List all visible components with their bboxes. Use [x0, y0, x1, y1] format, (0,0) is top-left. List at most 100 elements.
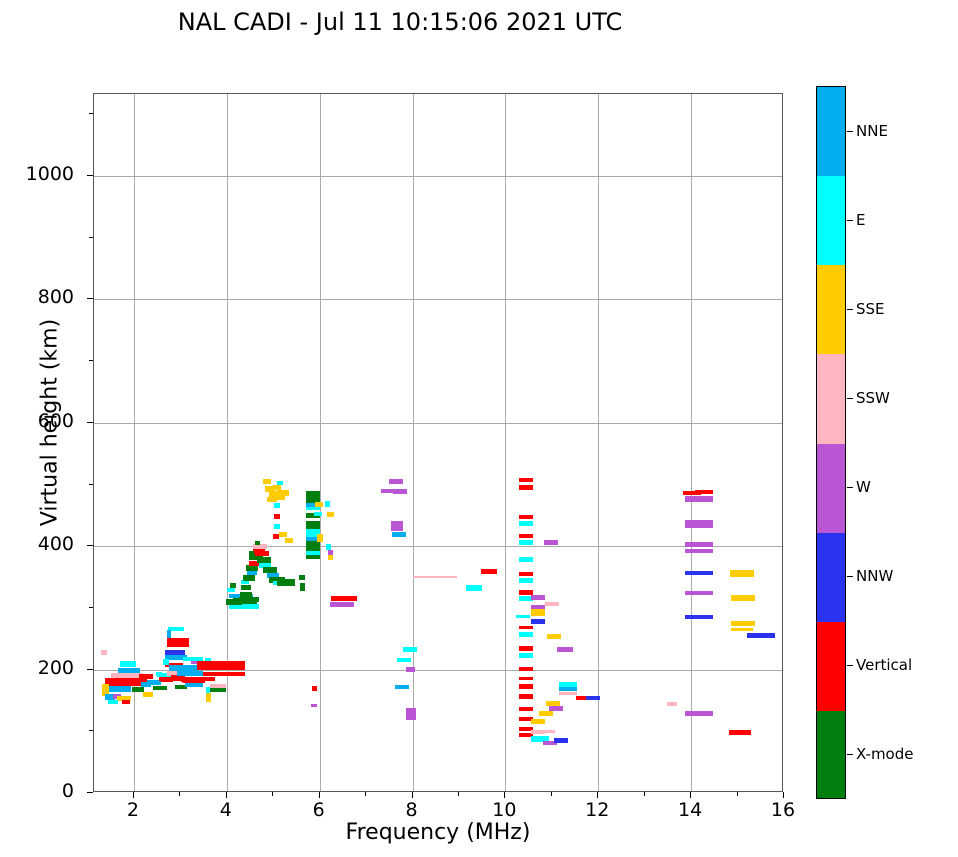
- data-mark: [239, 597, 259, 602]
- colorbar-segment-sse[interactable]: [817, 265, 845, 355]
- data-mark: [257, 557, 271, 563]
- x-axis-tick-label: 10: [492, 799, 517, 821]
- data-mark: [265, 486, 275, 492]
- data-mark: [559, 692, 577, 695]
- y-axis-tick-label: 600: [37, 409, 74, 432]
- data-mark: [263, 479, 271, 484]
- data-mark: [274, 503, 280, 508]
- colorbar-label-e: E: [856, 210, 866, 229]
- colorbar-segment-e[interactable]: [817, 176, 845, 266]
- data-mark: [519, 590, 533, 595]
- data-mark: [306, 521, 320, 529]
- data-mark: [576, 696, 590, 700]
- data-mark: [697, 496, 713, 502]
- data-mark: [159, 677, 165, 681]
- data-mark: [731, 621, 755, 626]
- data-mark: [169, 665, 199, 671]
- y-axis-minor-tick: [89, 236, 93, 238]
- data-mark: [697, 549, 713, 553]
- data-mark: [531, 595, 545, 600]
- data-mark: [392, 532, 406, 537]
- gridline-vertical: [413, 94, 414, 791]
- data-mark: [519, 733, 533, 737]
- colorbar-segment-nne[interactable]: [817, 87, 845, 177]
- data-mark: [317, 534, 323, 542]
- data-mark: [549, 706, 563, 711]
- data-mark: [695, 490, 713, 494]
- data-mark: [306, 555, 320, 559]
- x-axis-tick-label: 4: [219, 799, 232, 821]
- colorbar-segment-nnw[interactable]: [817, 532, 845, 622]
- data-mark: [230, 583, 236, 588]
- data-mark: [557, 647, 573, 652]
- data-mark: [153, 686, 167, 690]
- data-mark: [285, 538, 293, 543]
- data-mark: [544, 540, 558, 545]
- data-mark: [249, 554, 263, 560]
- data-mark: [481, 569, 497, 574]
- data-mark: [559, 687, 577, 691]
- colorbar-segment-x-mode[interactable]: [817, 710, 845, 798]
- data-mark: [171, 675, 185, 681]
- data-mark: [306, 541, 320, 551]
- colorbar-segment-vertical[interactable]: [817, 621, 845, 711]
- data-mark: [519, 515, 533, 519]
- colorbar[interactable]: [816, 86, 846, 799]
- data-mark: [519, 646, 533, 651]
- data-mark: [255, 551, 269, 556]
- data-mark: [519, 572, 533, 576]
- y-axis-minor-tick: [89, 483, 93, 485]
- data-mark: [406, 708, 416, 720]
- data-mark: [243, 575, 255, 581]
- data-mark: [519, 677, 533, 680]
- colorbar-tick: [847, 665, 853, 667]
- data-mark: [667, 702, 677, 706]
- colorbar-tick: [847, 576, 853, 578]
- data-mark: [516, 615, 530, 618]
- colorbar-segment-ssw[interactable]: [817, 354, 845, 444]
- data-mark: [117, 696, 131, 701]
- data-mark: [197, 661, 245, 670]
- x-axis-tick-label: 6: [312, 799, 325, 821]
- data-mark: [395, 685, 409, 689]
- data-mark: [685, 615, 703, 619]
- data-mark: [697, 591, 713, 595]
- y-axis-tick: [87, 668, 93, 670]
- data-mark: [697, 520, 713, 528]
- data-mark: [306, 507, 320, 510]
- data-mark: [519, 521, 533, 526]
- x-axis-minor-tick: [550, 792, 552, 796]
- data-mark: [685, 711, 703, 716]
- x-axis-tick-label: 16: [770, 799, 796, 821]
- data-mark: [519, 632, 533, 637]
- colorbar-segment-w[interactable]: [817, 443, 845, 533]
- data-mark: [697, 542, 713, 547]
- data-mark: [167, 671, 181, 676]
- x-axis-minor-tick: [365, 792, 367, 796]
- data-mark: [531, 619, 545, 624]
- data-mark: [413, 576, 457, 578]
- colorbar-label-vertical: Vertical: [856, 656, 913, 675]
- data-mark: [249, 551, 254, 555]
- data-mark: [246, 565, 258, 571]
- data-mark: [519, 478, 533, 482]
- data-mark: [206, 687, 210, 693]
- data-mark: [389, 479, 403, 484]
- data-mark: [731, 595, 755, 601]
- data-mark: [397, 658, 411, 662]
- plot-area[interactable]: [93, 93, 783, 792]
- data-mark: [325, 501, 330, 507]
- colorbar-label-sse: SSE: [856, 299, 885, 318]
- data-mark: [273, 534, 279, 539]
- x-axis-tick-label: 2: [126, 799, 139, 821]
- data-mark: [109, 686, 131, 692]
- colorbar-tick: [847, 397, 853, 399]
- data-mark: [306, 503, 320, 507]
- y-axis-minor-tick: [89, 360, 93, 362]
- x-axis-tick: [225, 792, 227, 798]
- x-axis-tick: [132, 792, 134, 798]
- data-mark: [101, 650, 107, 655]
- data-mark: [697, 615, 713, 619]
- x-axis-tick: [690, 792, 692, 798]
